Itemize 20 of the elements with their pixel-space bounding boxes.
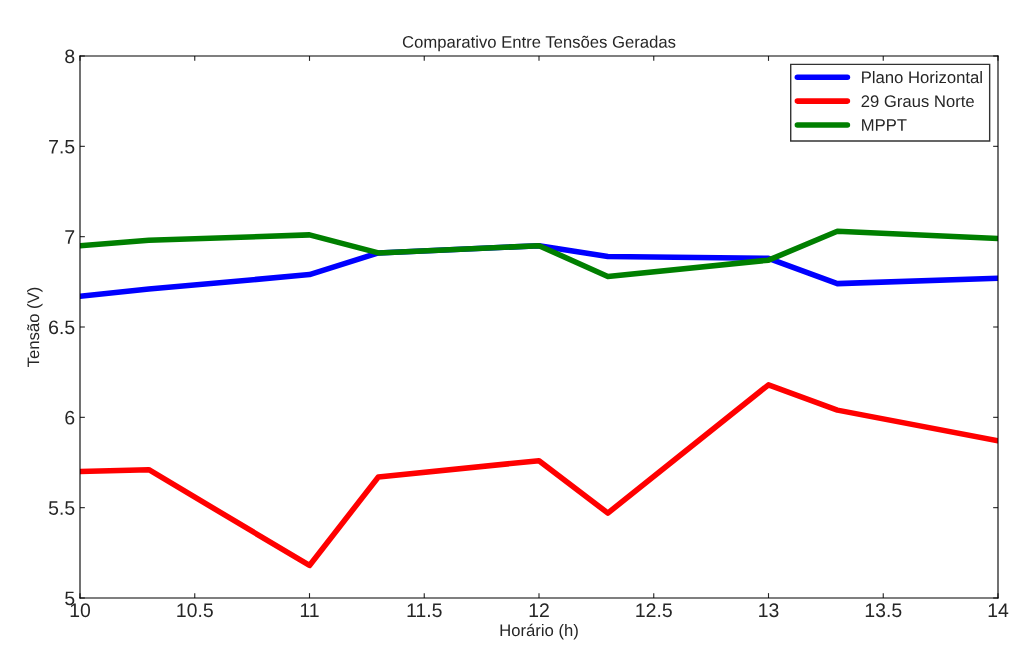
x-tick-label: 10.5 — [177, 603, 213, 618]
y-tick-label: 6 — [65, 410, 75, 425]
x-tick-label: 11 — [300, 603, 319, 617]
x-tick-label: 14 — [988, 603, 1009, 617]
x-tick-label: 12 — [529, 603, 549, 617]
legend-label: 29 Graus Norte — [861, 95, 974, 108]
y-tick-label: 7.5 — [49, 140, 75, 154]
x-tick-label: 12.5 — [636, 603, 672, 618]
y-tick-label: 8 — [65, 49, 75, 64]
y-tick-label: 7 — [65, 230, 75, 244]
y-tick-label: 6.5 — [49, 320, 75, 335]
x-tick-label: 11.5 — [407, 603, 442, 618]
y-axis-title: Tensão (V) — [27, 287, 43, 367]
legend-label: Plano Horizontal — [862, 71, 982, 84]
x-axis-title: Horário (h) — [500, 623, 578, 640]
x-tick-label: 13 — [759, 603, 779, 618]
x-tick-label: 13.5 — [865, 603, 902, 618]
y-tick-label: 5.5 — [48, 501, 75, 515]
legend-label: MPPT — [862, 119, 907, 131]
chart-title: Comparativo Entre Tensões Geradas — [402, 35, 676, 52]
